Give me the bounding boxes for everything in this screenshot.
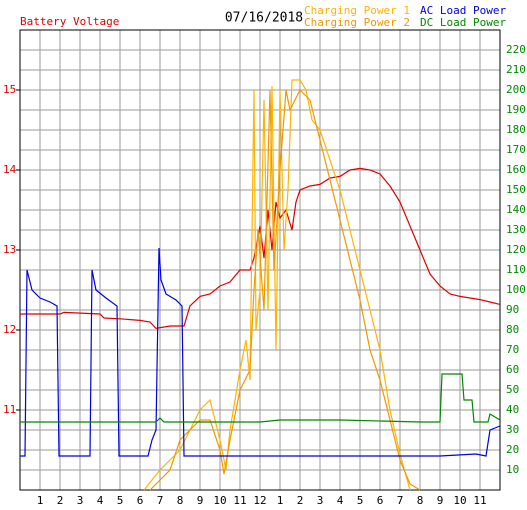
y2-tick-label: 160 (506, 163, 526, 176)
chart-title: 07/16/2018 (225, 11, 303, 26)
legend-label: Battery Voltage (20, 15, 119, 28)
y-tick-label: 11 (3, 403, 16, 416)
y2-tick-label: 170 (506, 143, 526, 156)
x-tick-label: 7 (157, 494, 164, 507)
legend-label: AC Load Power (420, 4, 506, 17)
x-tick-label: 11 (473, 494, 486, 507)
x-tick-label: 12 (253, 494, 266, 507)
x-tick-label: 9 (197, 494, 204, 507)
y2-tick-label: 110 (506, 263, 526, 276)
series-line (20, 247, 501, 457)
x-tick-label: 5 (357, 494, 364, 507)
legend-label: Charging Power 1 (304, 4, 410, 17)
x-tick-label: 2 (57, 494, 64, 507)
y2-tick-label: 20 (506, 443, 519, 456)
x-tick-label: 1 (277, 494, 284, 507)
x-tick-label: 10 (453, 494, 466, 507)
y2-tick-label: 30 (506, 423, 519, 436)
y2-tick-label: 130 (506, 223, 526, 236)
y2-tick-label: 120 (506, 243, 526, 256)
x-tick-label: 10 (213, 494, 226, 507)
x-tick-label: 3 (77, 494, 84, 507)
x-tick-label: 2 (297, 494, 304, 507)
y2-tick-label: 210 (506, 63, 526, 76)
y2-tick-label: 80 (506, 323, 519, 336)
x-tick-label: 6 (137, 494, 144, 507)
x-tick-label: 6 (377, 494, 384, 507)
series-line (149, 88, 421, 491)
x-tick-label: 9 (437, 494, 444, 507)
x-tick-label: 3 (317, 494, 324, 507)
y2-tick-label: 70 (506, 343, 519, 356)
series-line (143, 79, 411, 491)
y2-tick-label: 100 (506, 283, 526, 296)
y2-tick-label: 10 (506, 463, 519, 476)
y-tick-label: 13 (3, 243, 16, 256)
y2-tick-label: 60 (506, 363, 519, 376)
y2-tick-label: 190 (506, 103, 526, 116)
x-tick-label: 8 (177, 494, 184, 507)
y2-tick-label: 50 (506, 383, 519, 396)
y2-tick-label: 220 (506, 43, 526, 56)
x-tick-label: 4 (97, 494, 104, 507)
x-tick-label: 8 (417, 494, 424, 507)
y-tick-label: 14 (3, 163, 17, 176)
y2-tick-label: 180 (506, 123, 526, 136)
y2-tick-label: 150 (506, 183, 526, 196)
x-tick-label: 5 (117, 494, 124, 507)
plot-frame (19, 29, 501, 491)
x-tick-label: 7 (397, 494, 404, 507)
legend-label: DC Load Power (420, 16, 506, 29)
y2-tick-label: 40 (506, 403, 519, 416)
series-line (20, 373, 501, 423)
x-tick-label: 11 (233, 494, 246, 507)
y-tick-label: 15 (3, 83, 16, 96)
x-tick-label: 1 (37, 494, 44, 507)
x-tick-label: 4 (337, 494, 344, 507)
y2-tick-label: 90 (506, 303, 519, 316)
y2-tick-label: 200 (506, 83, 526, 96)
legend-label: Charging Power 2 (304, 16, 410, 29)
y-tick-label: 12 (3, 323, 16, 336)
y2-tick-label: 140 (506, 203, 526, 216)
